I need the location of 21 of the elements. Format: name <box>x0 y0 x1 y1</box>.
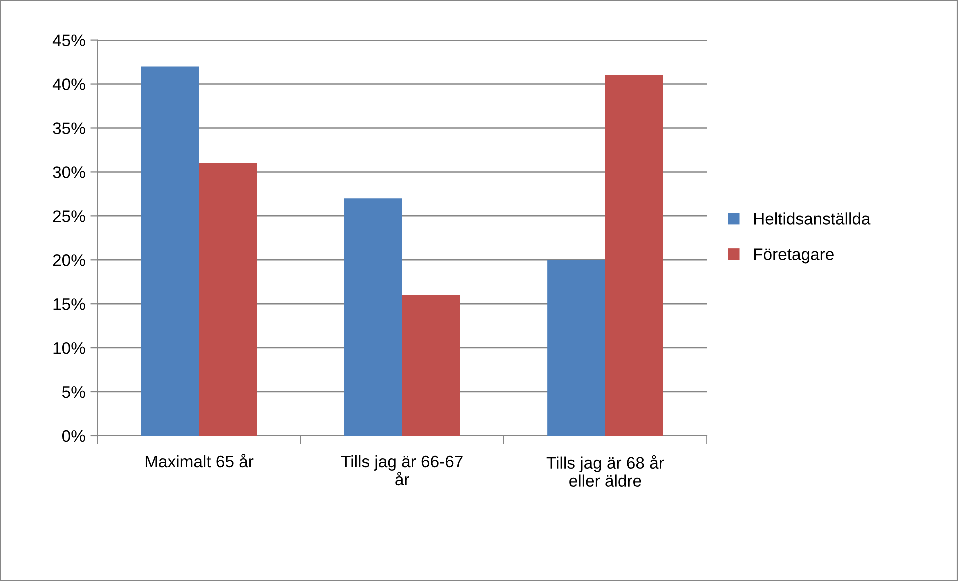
bar <box>605 75 664 436</box>
bar <box>548 260 606 436</box>
bar <box>199 163 258 436</box>
y-tick-label: 0% <box>62 430 86 442</box>
y-tick-label: 40% <box>52 78 86 90</box>
legend-label: Heltidsanställda <box>754 212 871 225</box>
x-tick-label: Tills jag är 68 år eller äldre <box>546 455 664 487</box>
y-tick-label: 15% <box>54 298 86 310</box>
y-tick-label: 5% <box>62 386 86 398</box>
y-tick-label: 25% <box>53 210 86 222</box>
y-tick-label: 30% <box>53 166 86 178</box>
y-tick-label: 35% <box>53 122 86 134</box>
x-tick-label: Maximalt 65 år <box>146 454 254 468</box>
y-tick-label: 10% <box>54 342 86 354</box>
bar <box>344 198 402 436</box>
bar <box>141 66 200 436</box>
bar <box>402 295 460 436</box>
y-tick-label: 45% <box>52 34 86 47</box>
legend-label: Företagare <box>754 248 834 264</box>
x-tick-label: Tills jag är 66-67 år <box>341 455 463 486</box>
y-tick-label: 20% <box>53 254 86 266</box>
